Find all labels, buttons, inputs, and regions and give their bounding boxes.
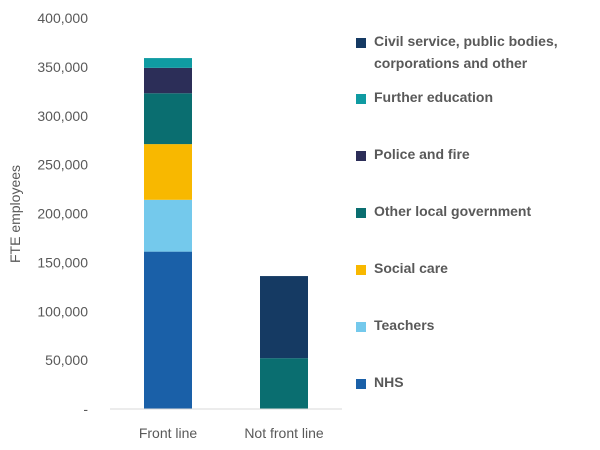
legend-label: Further education xyxy=(374,89,494,105)
y-tick-label: 100,000 xyxy=(37,303,88,319)
y-axis-title: FTE employees xyxy=(7,165,23,263)
legend-item: Teachers xyxy=(356,314,596,336)
bar-segment-police-and-fire xyxy=(144,67,192,94)
legend-label: Police and fire xyxy=(374,146,470,162)
y-tick-label: 400,000 xyxy=(37,10,88,26)
y-tick-label: - xyxy=(83,401,88,417)
bar-segment-other-local-government xyxy=(260,358,308,409)
y-tick-label: 50,000 xyxy=(45,352,88,368)
legend-item: NHS xyxy=(356,371,596,393)
bar-segment-civil-service-public-bodies-corporations-and-other xyxy=(260,276,308,359)
legend-label: corporations and other xyxy=(374,55,528,71)
legend-label: Social care xyxy=(374,260,448,276)
y-tick-label: 350,000 xyxy=(37,59,88,75)
bar-segment-further-education xyxy=(144,58,192,68)
legend-swatch xyxy=(356,94,366,104)
legend-label: NHS xyxy=(374,374,404,390)
legend-item: Civil service, public bodies, corporation… xyxy=(356,30,596,74)
y-tick-label: 250,000 xyxy=(37,157,88,173)
bar-segment-nhs xyxy=(144,251,192,409)
x-tick-label: Not front line xyxy=(244,425,324,441)
y-tick-label: 150,000 xyxy=(37,254,88,270)
legend-swatch xyxy=(356,265,366,275)
legend-label: Civil service, public bodies, xyxy=(374,33,558,49)
x-tick-label: Front line xyxy=(139,425,198,441)
bar-segment-other-local-government xyxy=(144,93,192,145)
legend-swatch xyxy=(356,151,366,161)
legend-item: Social care xyxy=(356,257,596,279)
chart-legend: Civil service, public bodies, corporation… xyxy=(356,30,596,393)
legend-item: Police and fire xyxy=(356,143,596,165)
legend-swatch xyxy=(356,38,366,48)
legend-swatch xyxy=(356,208,366,218)
legend-label: Other local government xyxy=(374,203,532,219)
legend-item: Further education xyxy=(356,86,596,108)
legend-label: Teachers xyxy=(374,317,435,333)
y-tick-label: 300,000 xyxy=(37,108,88,124)
bar-segment-social-care xyxy=(144,144,192,200)
legend-swatch xyxy=(356,379,366,389)
y-tick-label: 200,000 xyxy=(37,206,88,222)
legend-item: Other local government xyxy=(356,200,596,222)
legend-swatch xyxy=(356,322,366,332)
bar-segment-teachers xyxy=(144,199,192,252)
